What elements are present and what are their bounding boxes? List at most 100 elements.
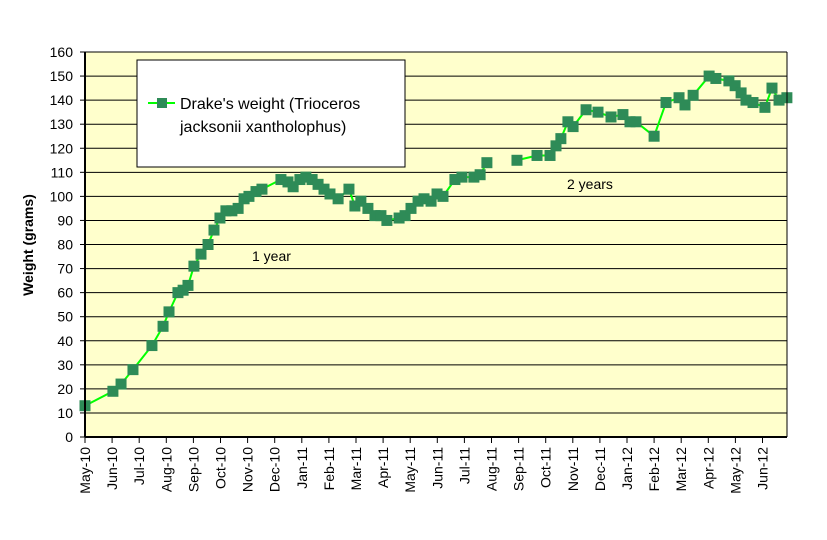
data-point [375, 210, 387, 222]
data-point [332, 193, 344, 205]
x-tick-label: Dec-10 [267, 447, 283, 492]
data-point [393, 212, 405, 224]
data-point [312, 178, 324, 190]
data-point [673, 92, 685, 104]
data-point [773, 94, 785, 106]
y-tick-label: 50 [57, 309, 73, 325]
y-tick-label: 150 [50, 68, 74, 84]
data-point [735, 87, 747, 99]
x-tick-label: Apr-12 [700, 447, 716, 489]
x-tick-label: Apr-11 [375, 447, 391, 488]
data-point [157, 320, 169, 332]
data-point [624, 116, 636, 128]
data-point [362, 202, 374, 214]
data-point [723, 75, 735, 87]
data-point [567, 121, 579, 133]
data-point [250, 186, 262, 198]
data-point [660, 97, 672, 109]
x-tick-label: Feb-11 [321, 447, 337, 491]
x-tick-label: Aug-11 [484, 447, 500, 491]
x-tick-label: Jan-12 [619, 447, 635, 490]
data-point [146, 340, 158, 352]
x-tick-label: May-10 [77, 447, 93, 494]
data-point [747, 97, 759, 109]
x-tick-label: Dec-11 [592, 447, 608, 491]
data-point [115, 378, 127, 390]
data-point [163, 306, 175, 318]
data-point [214, 212, 226, 224]
y-tick-label: 0 [65, 429, 73, 445]
data-point [412, 195, 424, 207]
data-point [630, 116, 642, 128]
data-point [550, 140, 562, 152]
x-tick-label: Mar-11 [348, 447, 364, 491]
y-tick-label: 110 [51, 164, 74, 180]
legend-label-line1: Drake's weight (Trioceros [180, 96, 360, 113]
data-point [306, 174, 318, 186]
data-point [232, 202, 244, 214]
x-tick-label: Jan-11 [294, 447, 310, 489]
data-point [287, 181, 299, 193]
data-point [456, 171, 468, 183]
data-point [275, 174, 287, 186]
data-point [243, 190, 255, 202]
data-point [418, 193, 430, 205]
data-point [399, 210, 411, 222]
data-point [474, 169, 486, 181]
data-point [679, 99, 691, 111]
x-tick-label: Jun-11 [429, 447, 445, 489]
data-point [188, 260, 200, 272]
data-point [759, 101, 771, 113]
data-point [405, 202, 417, 214]
data-point [208, 224, 220, 236]
data-point [294, 174, 306, 186]
x-tick-label: Jul-10 [131, 447, 147, 485]
data-point [544, 149, 556, 161]
data-point [425, 195, 437, 207]
data-point [580, 104, 592, 116]
y-tick-label: 30 [57, 357, 73, 373]
data-point [107, 385, 119, 397]
data-point [710, 72, 722, 84]
data-point [381, 214, 393, 226]
data-point [220, 205, 232, 217]
data-point [343, 183, 355, 195]
y-tick-label: 130 [50, 116, 74, 132]
data-point [729, 80, 741, 92]
y-tick-label: 120 [50, 140, 74, 156]
data-point [318, 183, 330, 195]
data-point [324, 188, 336, 200]
x-tick-label: Jun-10 [104, 447, 120, 490]
x-tick-label: Jun-12 [755, 447, 771, 490]
x-tick-label: May-11 [402, 447, 418, 493]
data-point [468, 171, 480, 183]
y-tick-label: 90 [57, 212, 73, 228]
y-tick-label: 60 [57, 285, 73, 301]
x-tick-label: Jul-11 [456, 447, 472, 484]
data-point [202, 239, 214, 250]
data-point [617, 109, 629, 121]
data-point [511, 154, 523, 166]
x-tick-label: Oct-10 [213, 447, 229, 489]
y-tick-label: 40 [57, 333, 73, 349]
y-tick-label: 20 [57, 381, 73, 397]
data-point [256, 183, 268, 195]
data-point [481, 157, 493, 169]
y-tick-label: 160 [50, 44, 74, 60]
x-tick-label: Nov-11 [565, 447, 581, 491]
legend: Drake's weight (Trioceros jacksonii xant… [136, 59, 406, 168]
y-tick-label: 70 [57, 261, 73, 277]
data-point [195, 248, 207, 260]
data-point [703, 70, 715, 82]
legend-box [136, 59, 406, 168]
data-point [605, 111, 617, 123]
y-tick-label: 10 [57, 405, 73, 421]
annotation-1-year: 1 year [252, 248, 291, 264]
data-point [531, 149, 543, 161]
legend-marker [157, 98, 167, 108]
y-axis-label: Weight (grams) [20, 194, 36, 296]
data-point [437, 190, 449, 202]
data-point [182, 279, 194, 291]
